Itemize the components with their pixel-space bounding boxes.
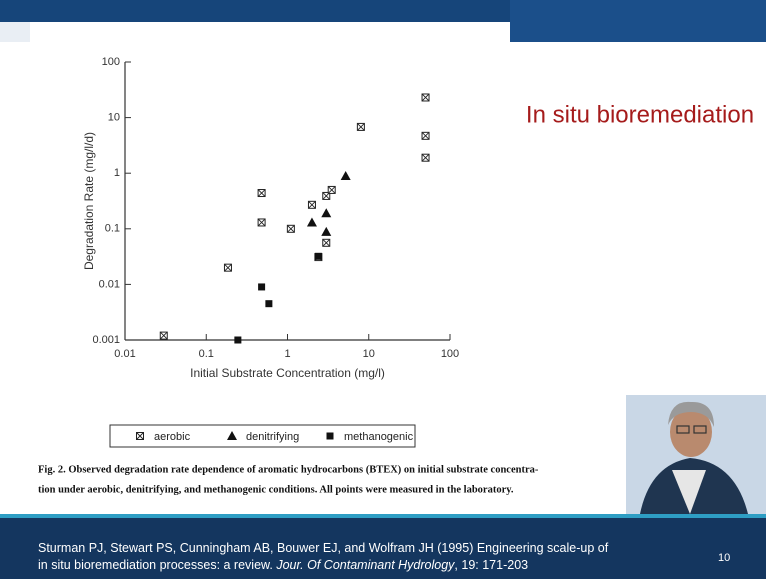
y-axis-label: Degradation Rate (mg/l/d) xyxy=(82,132,96,270)
point xyxy=(265,300,272,307)
y-tick-label: 0.01 xyxy=(99,278,120,290)
legend-label: denitrifying xyxy=(246,431,299,443)
point xyxy=(287,225,294,232)
slide: In situ bioremediation 0.01 0.1 1 10 100 0.00… xyxy=(0,0,766,579)
legend-label: aerobic xyxy=(154,431,191,443)
y-tick-label: 1 xyxy=(114,167,120,179)
divider xyxy=(0,514,766,518)
point xyxy=(422,132,429,139)
x-tick-label: 10 xyxy=(363,348,375,360)
x-tick-label: 1 xyxy=(284,348,290,360)
x-axis-label: Initial Substrate Concentration (mg/l) xyxy=(190,366,385,380)
legend-marker xyxy=(327,433,334,440)
x-tick-label: 0.1 xyxy=(199,348,214,360)
y-tick-label: 10 xyxy=(108,112,120,124)
y-tick-label: 0.001 xyxy=(92,334,120,346)
caption-line: tion under aerobic, denitrifying, and me… xyxy=(38,484,514,495)
reference-line: in situ bioremediation processes: a revi… xyxy=(38,557,608,574)
point xyxy=(328,186,335,193)
y-tick-label: 100 xyxy=(102,56,120,68)
slide-title: In situ bioremediation xyxy=(526,101,754,128)
reference-line: Sturman PJ, Stewart PS, Cunningham AB, B… xyxy=(38,540,608,557)
page-number: 10 xyxy=(718,552,730,564)
speaker-video xyxy=(626,395,766,514)
caption-line: Fig. 2. Observed degradation rate depend… xyxy=(38,464,539,475)
point xyxy=(258,283,265,290)
point xyxy=(357,123,364,130)
point xyxy=(422,94,429,101)
point xyxy=(422,154,429,161)
point xyxy=(160,332,167,339)
point xyxy=(234,337,241,344)
reference-text: in situ bioremediation processes: a revi… xyxy=(38,558,273,572)
point xyxy=(308,201,315,208)
point xyxy=(224,264,231,271)
reference-text: , 19: 171-203 xyxy=(454,558,528,572)
legend-label: methanogenic xyxy=(344,431,414,443)
point xyxy=(258,190,265,197)
journal: Jour. Of Contaminant Hydrology xyxy=(276,558,454,572)
page: {"slide_title": "In situ bioremediation"… xyxy=(0,0,766,579)
x-tick-label: 100 xyxy=(441,348,459,360)
point xyxy=(258,219,265,226)
legend-marker xyxy=(137,433,144,440)
point xyxy=(315,253,322,260)
reference: Sturman PJ, Stewart PS, Cunningham AB, B… xyxy=(38,540,608,574)
top-band-left xyxy=(0,22,30,42)
x-tick-label: 0.01 xyxy=(114,348,135,360)
point xyxy=(323,239,330,246)
top-band-right xyxy=(510,0,766,42)
y-tick-label: 0.1 xyxy=(105,223,120,235)
